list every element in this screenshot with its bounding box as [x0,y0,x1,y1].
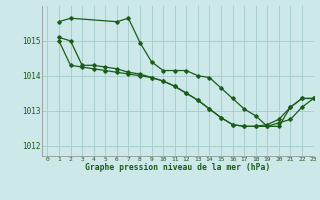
X-axis label: Graphe pression niveau de la mer (hPa): Graphe pression niveau de la mer (hPa) [85,163,270,172]
